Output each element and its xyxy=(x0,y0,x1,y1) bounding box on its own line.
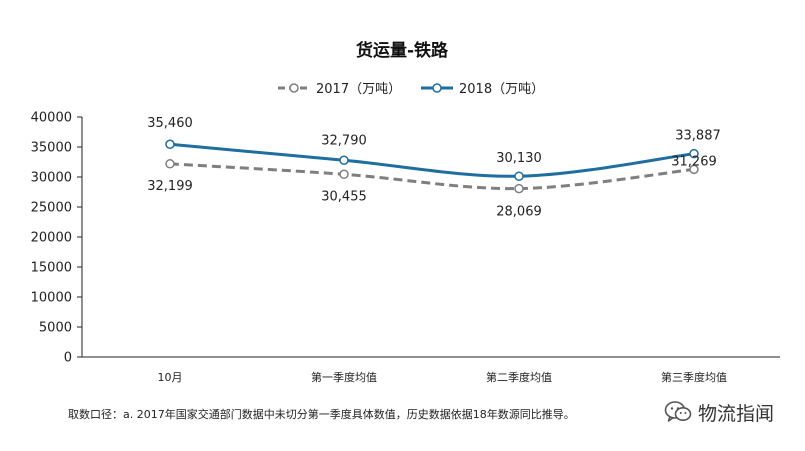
wechat-icon xyxy=(664,401,692,422)
watermark: 物流指闻 xyxy=(664,398,774,426)
data-label: 33,887 xyxy=(675,129,721,144)
y-tick-label: 40000 xyxy=(31,111,72,126)
data-label: 28,069 xyxy=(496,205,542,220)
series-line-2017 xyxy=(169,162,695,191)
legend-label-2018: 2018（万吨） xyxy=(459,82,544,97)
y-tick-label: 25000 xyxy=(31,201,72,216)
data-label: 31,269 xyxy=(671,154,717,169)
series-line-2018 xyxy=(169,142,695,178)
legend-label-2017: 2017（万吨） xyxy=(316,82,401,97)
footnote: 取数口径：a. 2017年国家交通部门数据中未切分第一季度具体数值，历史数据依据… xyxy=(68,408,575,421)
chart-title: 货运量-铁路 xyxy=(356,40,449,61)
x-tick-label: 第三季度均值 xyxy=(661,370,727,384)
x-tick-label: 第一季度均值 xyxy=(311,370,377,384)
data-point xyxy=(339,155,349,166)
data-point xyxy=(514,171,524,181)
x-tick-label: 第二季度均值 xyxy=(486,370,552,384)
chart-axes: 0 5000 10000 15000 20000 25000 30000 35000 40000… xyxy=(31,111,780,384)
data-label: 30,455 xyxy=(321,189,367,204)
chart-legend: 2017（万吨） 2018（万吨） xyxy=(278,82,544,97)
y-tick-label: 0 xyxy=(64,351,72,366)
y-tick-label: 5000 xyxy=(39,321,72,336)
data-label: 30,130 xyxy=(496,151,542,166)
data-point xyxy=(514,183,524,194)
y-tick-label: 20000 xyxy=(31,231,72,246)
y-tick-label: 10000 xyxy=(31,291,72,306)
data-label: 32,199 xyxy=(147,179,193,194)
watermark-text: 物流指闻 xyxy=(698,402,775,425)
data-label: 35,460 xyxy=(147,116,193,131)
legend-item-2018: 2018（万吨） xyxy=(421,82,544,97)
data-point xyxy=(165,139,175,149)
legend-item-2017: 2017（万吨） xyxy=(278,82,401,97)
data-label: 32,790 xyxy=(321,133,367,148)
y-tick-label: 15000 xyxy=(31,261,72,276)
data-point xyxy=(165,159,175,169)
y-tick-label: 35000 xyxy=(31,141,72,156)
chart-data-labels: 32,199 30,455 28,069 31,269 35,460 32,790 30,1… xyxy=(147,116,721,219)
chart-series xyxy=(165,139,699,194)
data-point xyxy=(339,169,349,180)
data-point xyxy=(689,148,699,159)
x-tick-label: 10月 xyxy=(158,371,183,384)
y-tick-label: 30000 xyxy=(31,171,72,186)
data-point xyxy=(689,164,699,175)
